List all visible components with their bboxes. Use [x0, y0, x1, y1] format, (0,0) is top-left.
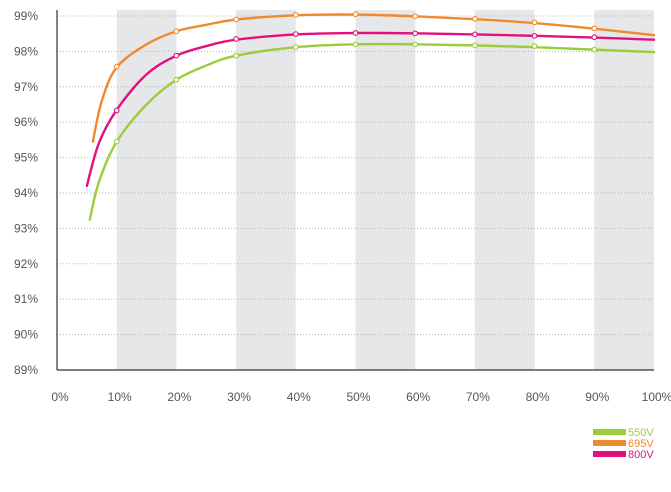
data-point-800v-8	[591, 34, 598, 41]
y-tick-label: 93%	[14, 221, 38, 235]
y-tick-label: 94%	[14, 186, 38, 200]
shaded-band-4	[594, 10, 654, 370]
series-line-550v	[88, 42, 656, 221]
series-line-800v	[85, 31, 656, 188]
data-point-695v-1	[173, 28, 180, 35]
shaded-band-3	[474, 10, 535, 370]
data-point-695v-6	[472, 15, 478, 22]
data-point-550v-6	[472, 42, 478, 49]
data-point-800v-1	[173, 52, 180, 59]
y-tick-label: 95%	[14, 151, 38, 165]
data-point-800v-3	[292, 31, 299, 37]
y-tick-label: 97%	[14, 80, 38, 94]
y-tick-label: 92%	[14, 257, 38, 271]
x-tick-label: 0%	[51, 390, 69, 404]
legend-label-550v: 550V	[628, 427, 654, 439]
x-tick-label: 60%	[406, 390, 430, 404]
data-point-695v-3	[292, 12, 299, 18]
y-tick-label: 91%	[14, 292, 38, 306]
data-point-550v-8	[591, 46, 598, 53]
legend-swatch-550v	[593, 429, 626, 435]
data-point-550v-2	[233, 52, 239, 59]
legend-label-800v: 800V	[628, 449, 654, 461]
legend-swatch-800v	[593, 451, 626, 457]
data-point-550v-5	[412, 41, 419, 48]
data-point-695v-5	[412, 13, 419, 20]
data-point-695v-7	[531, 19, 538, 26]
series-lines	[85, 11, 656, 221]
gridlines	[57, 15, 654, 336]
data-point-550v-7	[531, 43, 538, 49]
y-tick-label: 96%	[14, 115, 38, 129]
series-695v	[91, 11, 656, 143]
data-point-800v-5	[412, 30, 419, 37]
x-tick-label: 80%	[526, 390, 550, 404]
y-tick-label: 89%	[14, 363, 38, 377]
data-point-800v-2	[233, 36, 239, 42]
data-point-800v-0	[113, 107, 120, 114]
shaded-band-1	[236, 10, 296, 370]
data-point-550v-0	[113, 138, 120, 145]
legend-label-695v: 695V	[628, 438, 654, 450]
x-tick-label: 20%	[167, 390, 191, 404]
data-point-800v-4	[352, 30, 359, 36]
shaded-band-0	[116, 10, 177, 370]
data-point-695v-2	[233, 16, 239, 23]
y-tick-labels: 89% 90% 91% 92% 93% 94% 95% 96% 97% 98% 99%	[14, 9, 38, 377]
data-point-550v-4	[352, 41, 359, 48]
data-point-800v-6	[472, 31, 478, 38]
series-800v	[85, 30, 656, 188]
x-tick-label: 90%	[585, 390, 609, 404]
data-point-695v-8	[591, 25, 598, 32]
series-550v	[88, 41, 656, 221]
x-tick-label: 10%	[108, 390, 132, 404]
x-tick-labels: 0% 10% 20% 30% 40% 50% 60% 70% 80% 90% 100%	[51, 390, 671, 404]
data-point-550v-1	[173, 76, 180, 83]
x-tick-label: 100%	[642, 390, 671, 404]
data-point-550v-3	[292, 44, 299, 51]
y-tick-label: 99%	[14, 9, 38, 23]
data-point-695v-4	[352, 11, 359, 18]
x-tick-label: 50%	[346, 390, 370, 404]
shaded-band-2	[355, 10, 416, 370]
x-tick-label: 70%	[466, 390, 490, 404]
data-point-800v-7	[531, 32, 538, 39]
x-tick-label: 40%	[287, 390, 311, 404]
y-tick-label: 90%	[14, 328, 38, 342]
shaded-bands	[116, 10, 654, 370]
axes	[56, 10, 654, 371]
x-tick-label: 30%	[227, 390, 251, 404]
legend-swatch-695v	[593, 440, 626, 446]
y-tick-label: 98%	[14, 44, 38, 58]
data-point-695v-0	[113, 63, 120, 70]
